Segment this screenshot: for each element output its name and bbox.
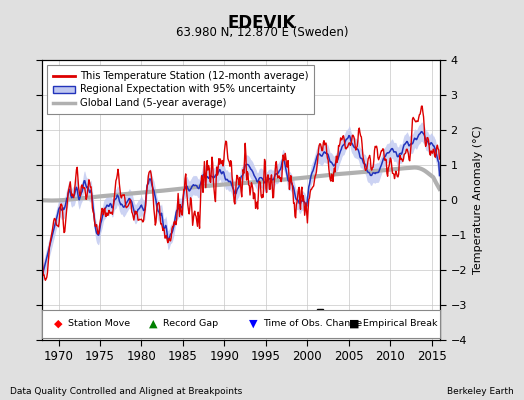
Text: Time of Obs. Change: Time of Obs. Change (263, 320, 362, 328)
Text: EDEVIK: EDEVIK (228, 14, 296, 32)
Y-axis label: Temperature Anomaly (°C): Temperature Anomaly (°C) (473, 126, 483, 274)
Text: Station Move: Station Move (68, 320, 130, 328)
Text: Data Quality Controlled and Aligned at Breakpoints: Data Quality Controlled and Aligned at B… (10, 387, 243, 396)
Text: ◆: ◆ (54, 319, 62, 329)
Text: 63.980 N, 12.870 E (Sweden): 63.980 N, 12.870 E (Sweden) (176, 26, 348, 39)
Text: Record Gap: Record Gap (163, 320, 219, 328)
Text: ▲: ▲ (149, 319, 158, 329)
Text: Empirical Break: Empirical Break (363, 320, 437, 328)
Text: Berkeley Earth: Berkeley Earth (447, 387, 514, 396)
Legend: This Temperature Station (12-month average), Regional Expectation with 95% uncer: This Temperature Station (12-month avera… (47, 65, 314, 114)
Text: ▼: ▼ (249, 319, 257, 329)
Text: ■: ■ (348, 319, 359, 329)
